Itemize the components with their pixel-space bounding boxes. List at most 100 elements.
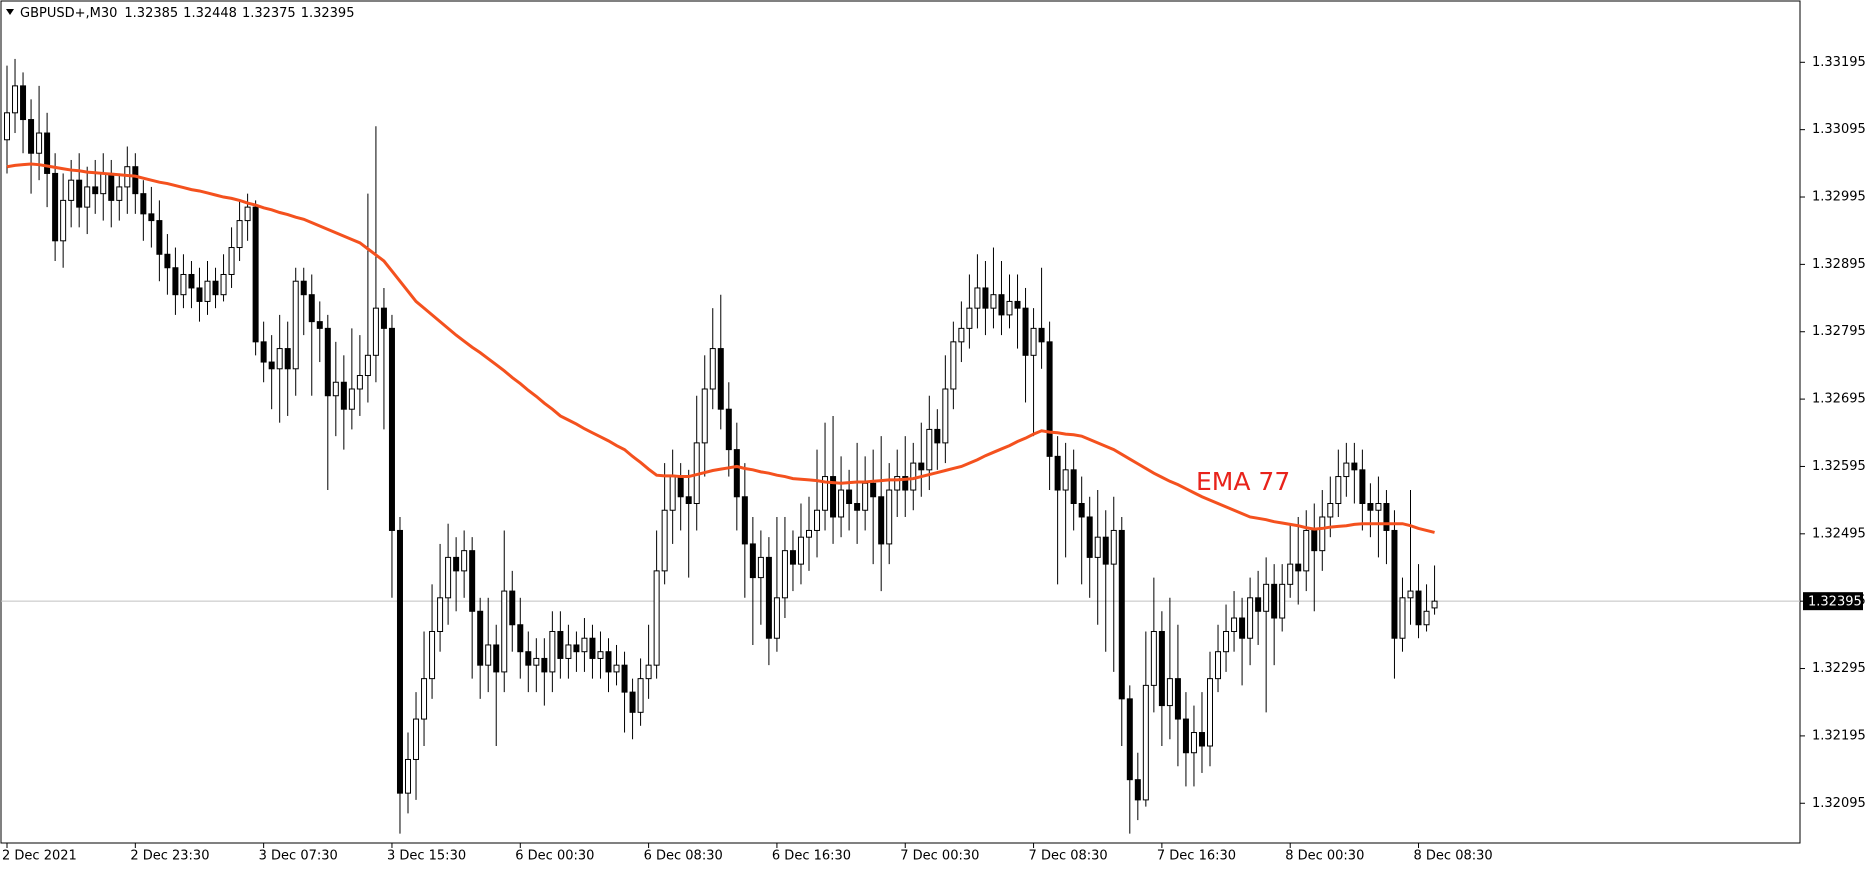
candle-body <box>1311 529 1318 552</box>
ema-line <box>6 162 1435 534</box>
candle-body <box>1327 503 1334 518</box>
candle-body <box>806 529 812 538</box>
candle-body <box>549 630 556 673</box>
candle-body <box>1375 503 1382 511</box>
candle-body <box>477 610 484 666</box>
candle-body <box>485 644 492 666</box>
candle-body <box>413 718 420 760</box>
candle-body <box>757 556 764 579</box>
candle-body <box>364 354 371 377</box>
candle-body <box>4 112 10 141</box>
candle-body <box>902 476 909 491</box>
candle-body <box>1335 476 1342 505</box>
candle-body <box>188 273 195 289</box>
plot-frame <box>0 0 1801 844</box>
candle-body <box>942 388 949 444</box>
candle-body <box>822 476 829 511</box>
candle-body <box>517 624 524 653</box>
candle-body <box>236 220 243 249</box>
candle-body <box>36 132 43 154</box>
candle-body <box>1263 583 1270 612</box>
candle-body <box>212 280 219 296</box>
candle-body <box>1407 590 1414 599</box>
candle-body <box>605 651 612 673</box>
candle-body <box>1279 583 1286 619</box>
candle-body <box>493 644 500 673</box>
candle-body <box>356 375 363 390</box>
candle-body <box>1303 529 1310 572</box>
candle-body <box>621 664 628 693</box>
candle-body <box>998 294 1005 316</box>
candle-body <box>1102 536 1109 565</box>
chart-header: GBPUSD+,M30 1.32385 1.32448 1.32375 1.32395 <box>20 6 354 21</box>
candle-body <box>1239 617 1246 639</box>
symbol-menu-arrow <box>6 9 14 15</box>
candle-body <box>1142 684 1149 801</box>
candle-body <box>934 428 941 444</box>
y-tick-label: 1.33095 <box>1812 122 1866 137</box>
candle-body <box>268 361 275 370</box>
candle-body <box>781 550 788 599</box>
candle-body <box>1062 469 1069 491</box>
y-tick-label: 1.32095 <box>1812 796 1866 811</box>
candle-body <box>918 462 925 471</box>
candle-body <box>1086 516 1093 558</box>
candle-body <box>637 678 644 713</box>
candle-body <box>68 179 75 201</box>
candle-body <box>1030 327 1037 356</box>
candle-body <box>509 590 516 626</box>
candle-body <box>1223 630 1230 653</box>
candle-body <box>1415 590 1422 626</box>
candle-body <box>1190 732 1197 754</box>
candle-body <box>244 206 251 222</box>
candle-body <box>276 348 283 370</box>
candle-body <box>316 321 323 329</box>
candle-body <box>613 664 620 673</box>
x-tick-label: 6 Dec 00:30 <box>515 849 594 864</box>
candle-body <box>653 570 660 666</box>
candle-body <box>846 489 853 505</box>
header-high: 1.32448 <box>183 6 237 21</box>
candle-body <box>1367 503 1374 511</box>
candle-body <box>284 348 291 370</box>
y-tick-label: 1.32295 <box>1812 661 1866 676</box>
candle-body <box>1038 327 1045 343</box>
candle-body <box>1287 563 1294 585</box>
candle-body <box>1423 610 1430 626</box>
candle-body <box>348 388 355 410</box>
candle-body <box>372 307 379 356</box>
candle-body <box>974 287 981 309</box>
candle-body <box>661 509 668 572</box>
candle-body <box>878 496 885 545</box>
candle-body <box>20 85 27 121</box>
candle-body <box>629 691 636 713</box>
candle-body <box>685 496 692 505</box>
candle-body <box>1094 536 1101 558</box>
candle-body <box>76 179 83 208</box>
candle-body <box>669 476 676 511</box>
candle-body <box>1118 529 1125 700</box>
x-tick-label: 8 Dec 08:30 <box>1414 849 1493 864</box>
y-tick-label: 1.32795 <box>1812 324 1866 339</box>
candle-body <box>429 630 436 680</box>
candle-body <box>990 294 997 309</box>
candle-body <box>421 678 428 720</box>
candle-body <box>870 482 877 498</box>
candle-body <box>44 132 51 174</box>
candle-body <box>92 186 99 195</box>
x-tick-label: 7 Dec 00:30 <box>900 849 979 864</box>
candle-body <box>172 267 179 296</box>
candle-body <box>260 341 267 363</box>
candle-body <box>437 597 444 632</box>
candle-body <box>469 550 476 612</box>
candle-body <box>108 172 115 201</box>
candle-body <box>1158 630 1165 707</box>
candle-body <box>1070 469 1077 505</box>
candle-body <box>741 496 748 545</box>
candle-body <box>910 462 917 491</box>
header-close: 1.32395 <box>301 6 355 21</box>
candle-body <box>557 630 564 659</box>
candle-body <box>677 476 684 498</box>
x-tick-label: 6 Dec 08:30 <box>644 849 723 864</box>
candle-body <box>308 294 315 323</box>
